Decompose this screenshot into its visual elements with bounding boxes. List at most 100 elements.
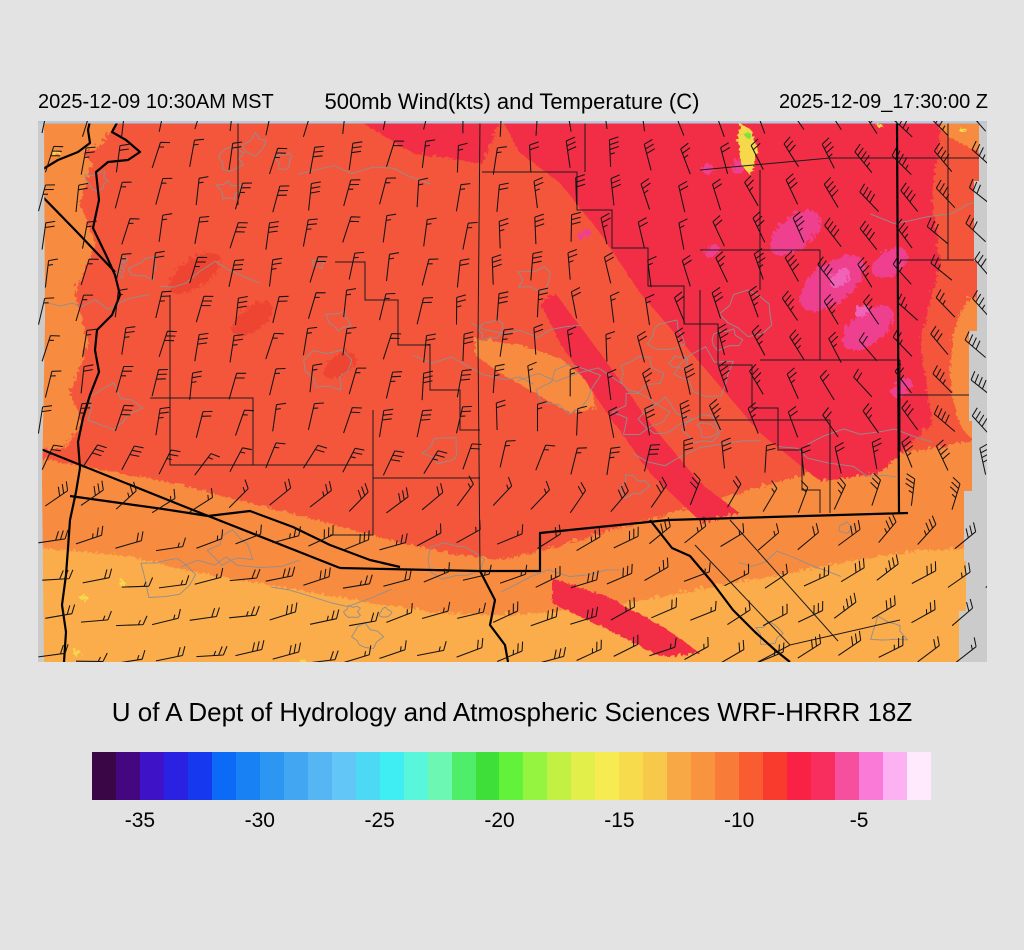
wind-barb <box>195 295 214 323</box>
wind-barb <box>496 291 509 321</box>
wind-barb <box>569 482 587 514</box>
wind-barb <box>302 121 309 138</box>
wind-barb <box>383 569 412 587</box>
wind-barb <box>417 641 447 657</box>
wind-barb <box>423 217 437 247</box>
wind-barb <box>386 603 413 623</box>
wind-barb <box>416 297 434 325</box>
colorbar-cell <box>715 752 740 800</box>
wind-barb <box>649 637 677 657</box>
wind-barb <box>492 476 513 506</box>
wind-barb <box>683 363 696 395</box>
wind-barb <box>859 220 878 251</box>
wind-barb <box>302 218 318 247</box>
wind-barb <box>605 331 616 362</box>
wind-barb <box>758 642 785 662</box>
wind-barb <box>817 256 835 287</box>
wind-barb <box>229 121 232 132</box>
wind-barb <box>42 569 74 581</box>
wind-barb <box>349 611 379 627</box>
wind-barb <box>382 450 405 476</box>
wind-barb <box>759 121 766 134</box>
colorbar-cell <box>571 752 596 800</box>
wind-barb <box>636 330 648 363</box>
wind-barb <box>82 328 97 358</box>
wind-barb <box>456 142 468 173</box>
wind-barb <box>613 526 639 549</box>
wind-barb <box>158 121 163 132</box>
wind-barb <box>121 326 136 355</box>
wind-barb <box>155 290 172 319</box>
wind-barb <box>115 481 137 510</box>
wind-barb <box>650 476 668 508</box>
colorbar-cell <box>403 752 428 800</box>
wind-barb <box>114 181 132 209</box>
wind-barb <box>385 371 403 399</box>
wind-barb <box>457 602 487 619</box>
wind-barb <box>762 480 778 512</box>
wind-barb <box>342 574 373 589</box>
wind-barb <box>932 365 953 394</box>
wind-barb <box>727 600 751 626</box>
wind-barb <box>455 405 473 434</box>
wind-barb <box>44 145 64 173</box>
wind-barb <box>265 442 286 469</box>
wind-barb <box>307 402 324 431</box>
wind-barb <box>462 331 474 362</box>
wind-barb <box>762 603 788 627</box>
wind-barb <box>644 557 669 581</box>
map-frame: 2000 <box>38 121 987 662</box>
wind-barb <box>462 121 464 134</box>
wind-barb <box>265 221 279 250</box>
wind-barb <box>492 146 507 175</box>
wind-barb <box>309 256 328 283</box>
colorbar-cell <box>92 752 116 800</box>
wind-barb <box>456 520 481 544</box>
wind-barb <box>342 216 361 243</box>
wind-barb <box>269 367 286 396</box>
wind-barb <box>565 136 577 168</box>
wind-barb <box>822 407 839 438</box>
wind-barb <box>863 294 880 325</box>
wind-barb <box>533 323 544 355</box>
wind-barb <box>789 329 805 360</box>
wind-barb <box>679 399 691 432</box>
wind-barb <box>637 217 648 249</box>
wind-barb <box>421 601 451 620</box>
colorbar-cell <box>523 752 548 800</box>
colorbar-cell <box>427 752 452 800</box>
colorbar-cell <box>451 752 476 800</box>
wind-barb <box>342 326 357 356</box>
wind-barb <box>116 615 148 627</box>
wind-barb <box>155 406 170 436</box>
wind-barb <box>228 372 247 400</box>
wind-barb <box>683 562 711 582</box>
wind-barb <box>75 525 104 545</box>
wind-barb <box>833 477 846 510</box>
wind-barb <box>455 183 471 212</box>
wind-barb <box>343 288 357 318</box>
wind-barb <box>498 218 509 249</box>
wind-barb <box>721 639 745 662</box>
wind-barb <box>496 524 524 545</box>
wind-barb <box>80 610 112 623</box>
caption: U of A Dept of Hydrology and Atmospheric… <box>111 697 913 727</box>
colorbar-cell <box>307 752 332 800</box>
wind-barb <box>753 248 766 280</box>
wind-barb <box>871 595 896 620</box>
colorbar-cell <box>859 752 883 800</box>
wind-barb <box>744 175 759 207</box>
wind-barb <box>269 602 298 621</box>
wind-barb <box>462 443 482 470</box>
wind-barb <box>416 177 429 208</box>
wind-barb <box>833 592 857 619</box>
wind-barb <box>265 566 296 582</box>
wind-barb <box>900 182 919 212</box>
wind-barb <box>309 145 325 174</box>
wind-barb <box>971 407 987 433</box>
wind-barb <box>911 561 937 584</box>
wind-barb <box>764 443 776 473</box>
wind-barb <box>115 531 144 549</box>
wind-barb <box>540 647 567 662</box>
wind-barb <box>720 142 731 174</box>
